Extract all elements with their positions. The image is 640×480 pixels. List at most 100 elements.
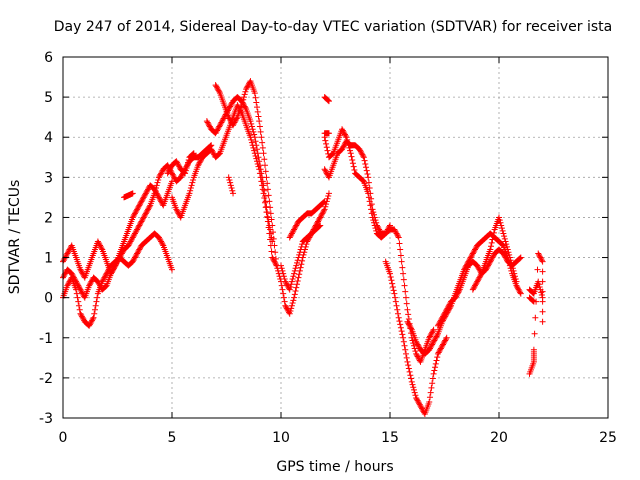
data-point	[169, 171, 176, 178]
data-point	[395, 314, 402, 321]
data-point	[239, 99, 246, 106]
data-point	[529, 297, 536, 304]
data-point	[365, 179, 372, 186]
data-point	[214, 127, 221, 134]
data-point	[286, 310, 293, 317]
data-point	[173, 206, 180, 213]
data-point	[349, 156, 356, 163]
data-point	[407, 324, 414, 331]
data-point	[102, 283, 109, 290]
data-point	[404, 318, 411, 325]
data-point	[231, 119, 238, 126]
data-point	[230, 122, 237, 129]
data-point	[506, 251, 513, 258]
data-point	[255, 113, 262, 120]
data-point	[65, 281, 72, 288]
data-point	[197, 158, 204, 165]
data-point	[434, 322, 441, 329]
data-point	[429, 341, 436, 348]
data-point	[185, 156, 192, 163]
data-point	[252, 138, 259, 145]
chart-title: Day 247 of 2014, Sidereal Day-to-day VTE…	[54, 19, 612, 35]
data-point	[341, 130, 348, 137]
data-point	[298, 243, 305, 250]
data-point	[115, 255, 122, 262]
data-point	[516, 287, 523, 294]
data-point	[64, 282, 71, 289]
data-point	[78, 312, 85, 319]
data-point	[408, 378, 415, 385]
data-point	[242, 104, 249, 111]
data-point	[190, 177, 197, 184]
data-point	[114, 258, 121, 265]
data-point	[135, 223, 142, 230]
data-point	[278, 262, 284, 269]
data-point	[500, 250, 507, 257]
data-point	[174, 159, 181, 166]
data-point	[134, 250, 141, 257]
data-point	[238, 102, 245, 109]
data-point	[178, 172, 185, 179]
data-point	[293, 281, 300, 288]
data-point	[261, 156, 268, 163]
data-point	[248, 123, 255, 130]
data-point	[214, 84, 221, 91]
data-point	[535, 250, 542, 257]
data-point	[137, 221, 144, 228]
data-point	[321, 166, 328, 173]
data-point	[537, 254, 544, 261]
data-point	[288, 302, 295, 309]
data-point	[115, 257, 122, 264]
data-point	[440, 313, 447, 320]
data-point	[414, 341, 421, 348]
data-point	[232, 116, 239, 123]
data-point	[323, 168, 330, 175]
data-point	[186, 190, 193, 197]
y-axis-label: SDTVAR / TECUs	[7, 180, 23, 295]
data-point	[475, 265, 482, 272]
data-point	[341, 131, 348, 138]
data-point	[487, 246, 494, 253]
data-point	[401, 342, 408, 349]
data-point	[144, 187, 151, 194]
data-point	[259, 178, 266, 185]
data-point	[262, 193, 269, 200]
data-point	[394, 231, 401, 238]
data-point	[174, 160, 181, 167]
data-point	[174, 207, 181, 214]
data-point	[143, 209, 150, 216]
data-point	[78, 267, 85, 274]
data-point	[391, 290, 398, 297]
data-point	[368, 195, 375, 202]
data-point	[538, 289, 545, 296]
data-point	[77, 266, 84, 273]
data-point	[296, 267, 303, 274]
data-point	[413, 352, 420, 359]
data-point	[258, 170, 265, 177]
data-point	[254, 150, 261, 157]
data-point	[360, 177, 367, 184]
data-point	[262, 199, 269, 206]
data-point	[408, 325, 415, 332]
data-point	[219, 118, 226, 125]
data-point	[75, 282, 82, 289]
data-point	[112, 262, 119, 269]
data-point	[132, 253, 139, 260]
grid	[63, 57, 608, 418]
data-point	[357, 148, 364, 155]
data-point	[286, 234, 293, 241]
data-point	[137, 199, 144, 206]
data-point	[134, 205, 141, 212]
data-point	[90, 314, 97, 321]
data-point	[94, 278, 101, 285]
data-point	[78, 287, 85, 294]
data-point	[209, 148, 216, 155]
data-point	[474, 262, 481, 269]
x-tick-label: 25	[599, 430, 617, 446]
data-point	[387, 273, 394, 280]
data-point	[496, 214, 502, 221]
data-point	[87, 279, 94, 286]
data-point	[225, 114, 232, 121]
data-point	[73, 278, 80, 285]
data-point	[254, 146, 261, 153]
